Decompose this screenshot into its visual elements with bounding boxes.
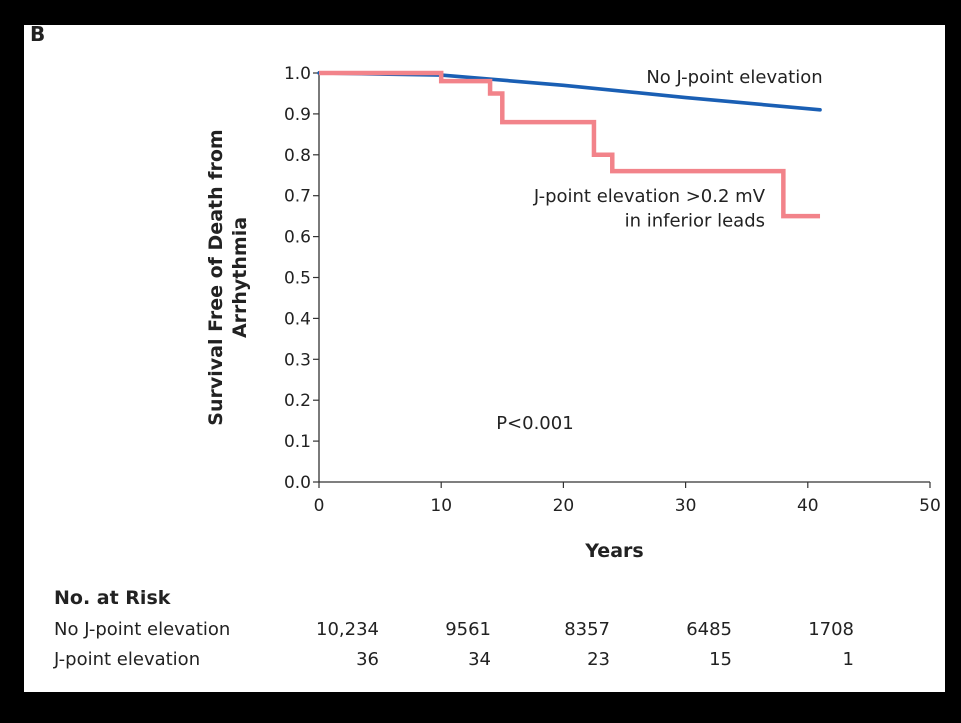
y-tick-label: 0.4 bbox=[284, 309, 311, 329]
risk-table-title: No. at Risk bbox=[54, 587, 171, 609]
series-j-point-elevation-line bbox=[319, 70, 821, 219]
chart-annotation: No J-point elevation bbox=[646, 67, 822, 88]
x-tick-label: 10 bbox=[430, 496, 452, 516]
x-tick-label: 40 bbox=[797, 496, 819, 516]
x-tick-label: 30 bbox=[675, 496, 697, 516]
y-tick-label: 0.8 bbox=[284, 146, 311, 166]
risk-cell-value: 8357 bbox=[564, 619, 610, 640]
chart-annotation: P<0.001 bbox=[496, 413, 573, 434]
y-tick-label: 0.5 bbox=[284, 269, 311, 289]
chart-annotation: J-point elevation >0.2 mV bbox=[533, 186, 766, 207]
risk-table-row: No J-point elevation 10,234 9561 8357 6485 17… bbox=[54, 619, 914, 645]
survival-chart: B 0.0 0.1 0.2 0.3 0.4 0.5 0.6 0.7 0.8 0.9 1.0 0 10 20… bbox=[30, 25, 941, 562]
y-tick-label: 0.1 bbox=[284, 432, 311, 452]
risk-cell-value: 23 bbox=[587, 649, 610, 670]
y-tick-label: 0.2 bbox=[284, 391, 311, 411]
y-axis-label: Survival Free of Death from Arrhythmia bbox=[205, 129, 251, 425]
risk-cell-value: 10,234 bbox=[316, 619, 379, 640]
risk-cell-value: 9561 bbox=[445, 619, 491, 640]
figure-panel: B 0.0 0.1 0.2 0.3 0.4 0.5 0.6 0.7 0.8 0.9 1.0 0 10 20… bbox=[24, 25, 945, 692]
y-tick-label: 0.6 bbox=[284, 228, 311, 248]
risk-cell-value: 36 bbox=[356, 649, 379, 670]
risk-cell-value: 1 bbox=[842, 649, 854, 670]
risk-cell-value: 6485 bbox=[686, 619, 732, 640]
risk-cell-value: 1708 bbox=[808, 619, 854, 640]
y-tick-label: 0.0 bbox=[284, 473, 311, 493]
x-tick-label: 0 bbox=[314, 496, 325, 516]
y-tick-label: 1.0 bbox=[284, 64, 311, 84]
x-tick-label: 50 bbox=[919, 496, 941, 516]
y-axis-label-line-1: Survival Free of Death from bbox=[205, 129, 227, 425]
chart-annotation: in inferior leads bbox=[625, 210, 765, 231]
panel-letter: B bbox=[30, 25, 45, 46]
risk-cell-value: 15 bbox=[709, 649, 732, 670]
y-tick-label: 0.9 bbox=[284, 105, 311, 125]
y-tick-label: 0.7 bbox=[284, 187, 311, 207]
x-tick-label: 20 bbox=[553, 496, 575, 516]
y-tick-label: 0.3 bbox=[284, 350, 311, 370]
x-axis-label: Years bbox=[584, 540, 643, 562]
risk-table-row: J-point elevation 36 34 23 15 1 bbox=[54, 649, 914, 675]
risk-row-label: J-point elevation bbox=[54, 649, 201, 670]
y-axis-label-line-2: Arrhythmia bbox=[229, 217, 251, 338]
risk-row-label: No J-point elevation bbox=[54, 619, 231, 640]
risk-cell-value: 34 bbox=[468, 649, 491, 670]
